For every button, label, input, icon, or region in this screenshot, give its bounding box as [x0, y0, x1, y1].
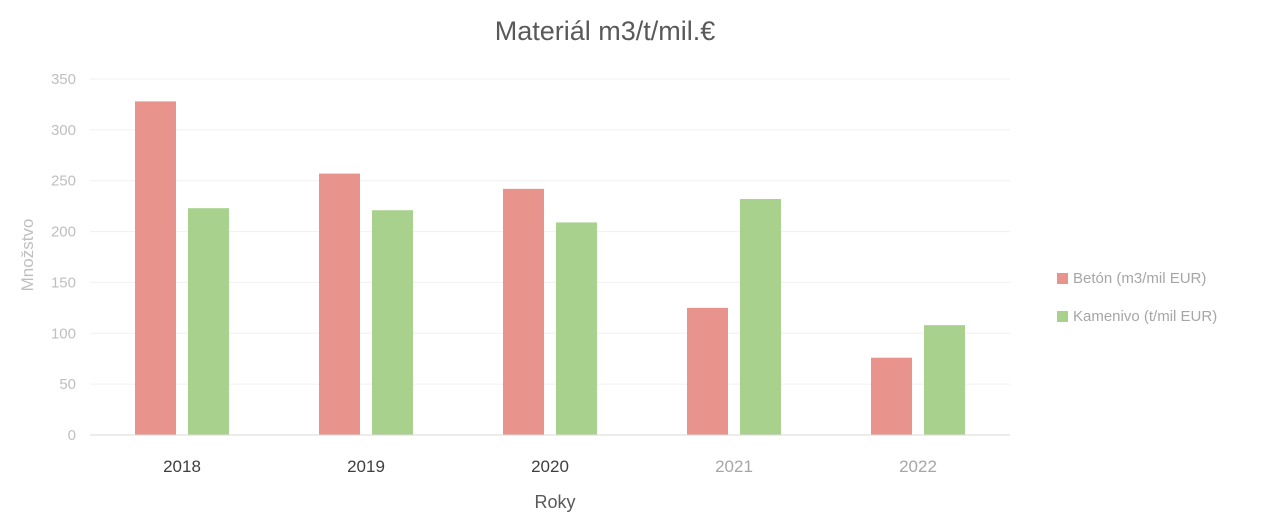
y-tick-label: 250 — [51, 173, 76, 190]
legend-swatch — [1057, 273, 1068, 284]
y-axis-title: Množstvo — [18, 219, 37, 292]
bar-kamenivo-2022 — [924, 325, 965, 435]
y-tick-label: 300 — [51, 122, 76, 139]
y-axis-ticks: 0 50 100 150 200 250 300 350 — [51, 71, 76, 444]
legend: Betón (m3/mil EUR) Kamenivo (t/mil EUR) — [1057, 270, 1217, 325]
y-tick-label: 0 — [68, 427, 76, 444]
y-tick-label: 150 — [51, 274, 76, 291]
legend-label: Kamenivo (t/mil EUR) — [1073, 308, 1217, 325]
legend-label: Betón (m3/mil EUR) — [1073, 270, 1206, 287]
legend-swatch — [1057, 311, 1068, 322]
bar-beton-2022 — [871, 357, 912, 435]
x-category-label: 2022 — [899, 457, 937, 476]
chart-title: Materiál m3/t/mil.€ — [495, 16, 716, 46]
bar-beton-2019 — [319, 173, 360, 435]
bar-kamenivo-2019 — [372, 210, 413, 435]
gridlines — [90, 78, 1010, 385]
bar-kamenivo-2020 — [556, 222, 597, 435]
x-category-label: 2018 — [163, 457, 201, 476]
y-tick-label: 50 — [59, 376, 76, 393]
y-tick-label: 350 — [51, 71, 76, 88]
bars — [135, 101, 965, 436]
x-category-label: 2021 — [715, 457, 753, 476]
y-tick-label: 200 — [51, 224, 76, 241]
bar-beton-2021 — [687, 307, 728, 435]
x-category-label: 2019 — [347, 457, 385, 476]
bar-beton-2020 — [503, 188, 544, 435]
x-axis-categories: 2018 2019 2020 2021 2022 — [163, 457, 937, 476]
bar-beton-2018 — [135, 101, 176, 436]
x-axis-title: Roky — [534, 492, 575, 512]
bar-kamenivo-2018 — [188, 208, 229, 435]
bar-kamenivo-2021 — [740, 199, 781, 435]
y-tick-label: 100 — [51, 325, 76, 342]
x-category-label: 2020 — [531, 457, 569, 476]
